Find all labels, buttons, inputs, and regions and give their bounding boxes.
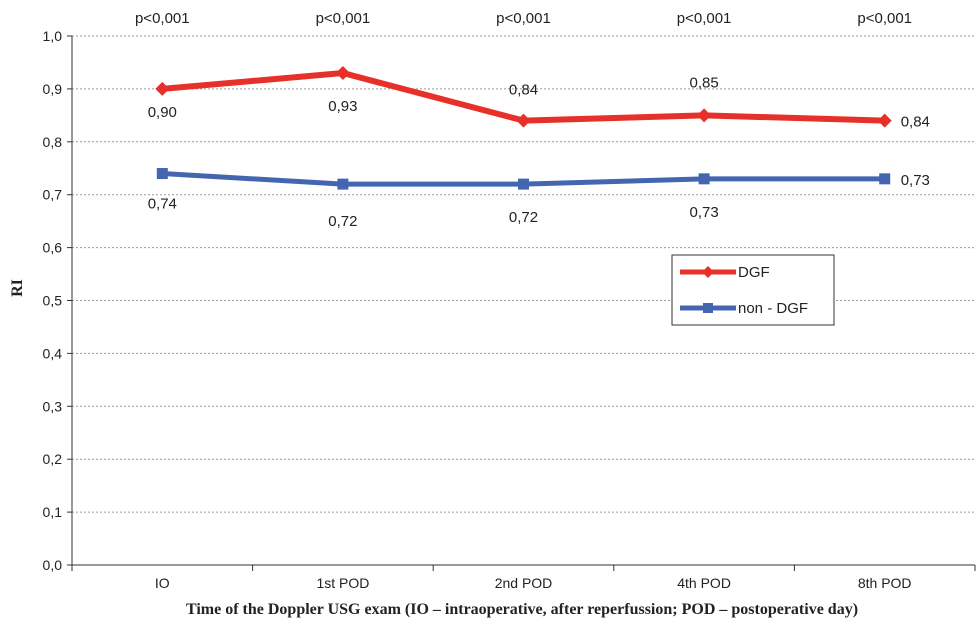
data-point-non-dgf xyxy=(337,178,349,190)
y-tick-label: 0,6 xyxy=(43,240,63,256)
p-value-labels: p<0,001 p<0,001 p<0,001 p<0,001 p<0,001 xyxy=(135,10,912,27)
x-tick-label: 4th POD xyxy=(677,575,731,591)
p-value-label: p<0,001 xyxy=(677,10,732,27)
series-lines xyxy=(155,66,892,190)
data-point-dgf xyxy=(335,66,350,81)
legend-marker-dgf xyxy=(702,266,714,278)
x-tick-label: IO xyxy=(155,575,170,591)
y-tick-label: 0,3 xyxy=(43,398,63,414)
data-label-non-dgf: 0,72 xyxy=(509,209,538,226)
x-tick-labels: IO 1st POD 2nd POD 4th POD 8th POD xyxy=(155,575,912,591)
data-label-non-dgf: 0,73 xyxy=(689,204,718,221)
y-tick-label: 0,0 xyxy=(43,557,63,573)
data-label-non-dgf: 0,72 xyxy=(328,213,357,230)
axes xyxy=(67,35,976,571)
data-label-dgf: 0,90 xyxy=(148,104,177,121)
p-value-label: p<0,001 xyxy=(135,10,190,27)
data-label-dgf: 0,85 xyxy=(689,74,718,91)
legend: DGF non - DGF xyxy=(671,254,835,326)
y-tick-labels: 0,0 0,1 0,2 0,3 0,4 0,5 0,6 0,7 0,8 0,9 1,0 xyxy=(43,28,63,573)
data-label-dgf: 0,84 xyxy=(509,82,538,99)
data-point-dgf xyxy=(697,108,712,123)
y-axis-title: RI xyxy=(9,279,26,297)
legend-marker-non-dgf xyxy=(703,303,713,313)
p-value-label: p<0,001 xyxy=(316,10,371,27)
y-tick-label: 1,0 xyxy=(43,28,63,44)
data-labels: 0,90 0,93 0,84 0,85 0,84 0,74 0,72 0,72 0,73 0,73 xyxy=(148,74,930,230)
data-point-dgf xyxy=(877,113,892,128)
data-point-non-dgf xyxy=(698,173,710,185)
y-tick-label: 0,1 xyxy=(43,504,63,520)
data-label-non-dgf: 0,74 xyxy=(148,196,177,213)
x-axis-title: Time of the Doppler USG exam (IO – intra… xyxy=(186,601,858,618)
data-point-dgf xyxy=(516,113,531,128)
data-label-dgf: 0,93 xyxy=(328,98,357,115)
legend-label-non-dgf: non - DGF xyxy=(738,300,808,317)
data-point-non-dgf xyxy=(156,168,168,180)
legend-label-dgf: DGF xyxy=(738,264,770,281)
data-point-non-dgf xyxy=(518,178,529,190)
y-tick-label: 0,5 xyxy=(43,293,63,309)
y-tick-label: 0,9 xyxy=(43,81,63,97)
y-tick-label: 0,8 xyxy=(43,134,63,150)
x-tick-label: 2nd POD xyxy=(495,575,553,591)
gridlines xyxy=(72,35,975,513)
x-tick-label: 8th POD xyxy=(858,575,912,591)
y-tick-label: 0,2 xyxy=(43,451,63,467)
data-label-dgf: 0,84 xyxy=(901,114,930,131)
x-tick-label: 1st POD xyxy=(316,575,369,591)
data-point-non-dgf xyxy=(879,173,891,185)
y-tick-label: 0,7 xyxy=(43,187,63,203)
p-value-label: p<0,001 xyxy=(496,10,551,27)
p-value-label: p<0,001 xyxy=(857,10,912,27)
data-point-dgf xyxy=(155,81,170,96)
legend-box xyxy=(671,254,835,326)
data-label-non-dgf: 0,73 xyxy=(901,172,930,189)
y-tick-label: 0,4 xyxy=(43,345,63,361)
